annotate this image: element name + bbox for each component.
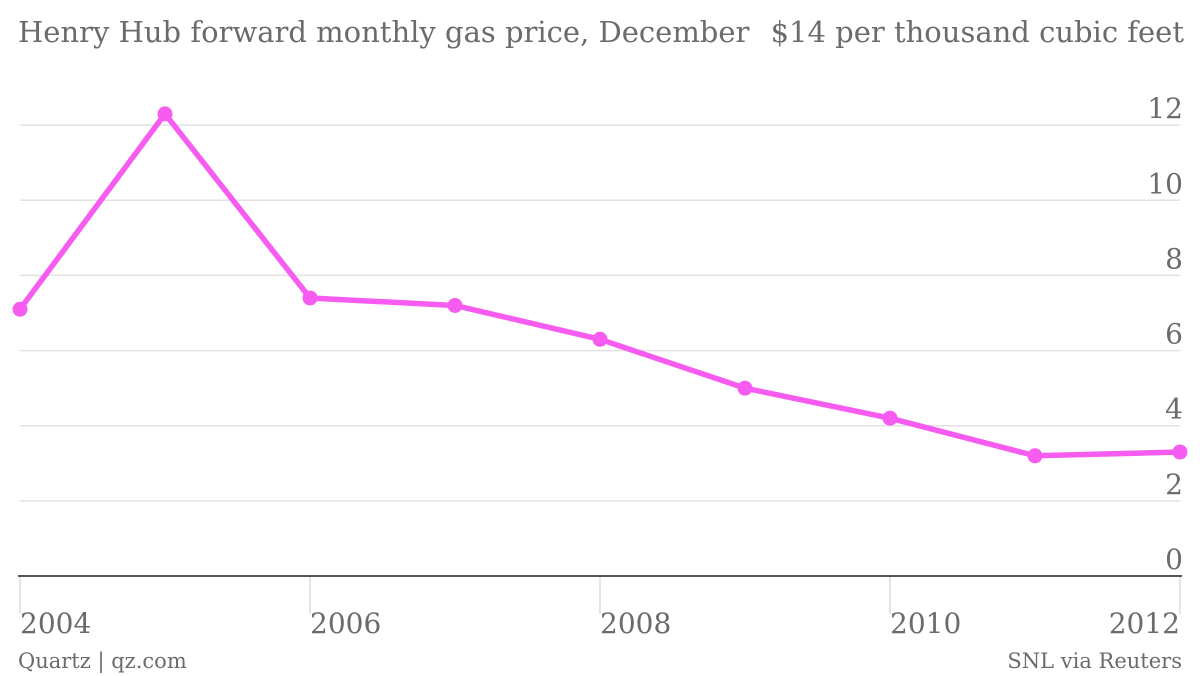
data-point: [302, 290, 318, 306]
x-axis-ticks: [19, 576, 1181, 614]
data-point: [447, 297, 463, 313]
x-tick-label: 2004: [20, 607, 91, 640]
y-tick-label: 6: [1165, 318, 1183, 351]
y-tick-label: 12: [1147, 92, 1183, 125]
data-point: [592, 331, 608, 347]
data-point: [1172, 444, 1188, 460]
data-point: [157, 106, 173, 122]
data-point: [737, 380, 753, 396]
y-axis-tick-labels: 0 2 4 6 8 10 12: [1147, 92, 1183, 576]
y-tick-label: 2: [1165, 468, 1183, 501]
x-tick-label: 2012: [1109, 607, 1180, 640]
x-tick-label: 2008: [600, 607, 671, 640]
y-tick-label: 10: [1147, 167, 1183, 200]
series-line: [17, 111, 1183, 459]
grid-lines: [20, 124, 1180, 502]
unit-label: $14 per thousand cubic feet: [771, 15, 1185, 49]
footer-source: SNL via Reuters: [1007, 649, 1182, 673]
chart-title: Henry Hub forward monthly gas price, Dec…: [18, 15, 750, 49]
y-tick-label: 0: [1165, 543, 1183, 576]
y-tick-label: 8: [1165, 242, 1183, 275]
x-tick-label: 2006: [310, 607, 381, 640]
x-axis-tick-labels: 2004 2006 2008 2010 2012: [20, 607, 1180, 640]
x-tick-label: 2010: [890, 607, 961, 640]
data-point: [12, 301, 28, 317]
data-point: [1027, 448, 1043, 464]
y-tick-label: 4: [1165, 393, 1183, 426]
data-point: [882, 410, 898, 426]
series-line-path: [17, 111, 1183, 459]
data-points: [12, 106, 1188, 464]
footer-credit: Quartz | qz.com: [18, 649, 187, 674]
